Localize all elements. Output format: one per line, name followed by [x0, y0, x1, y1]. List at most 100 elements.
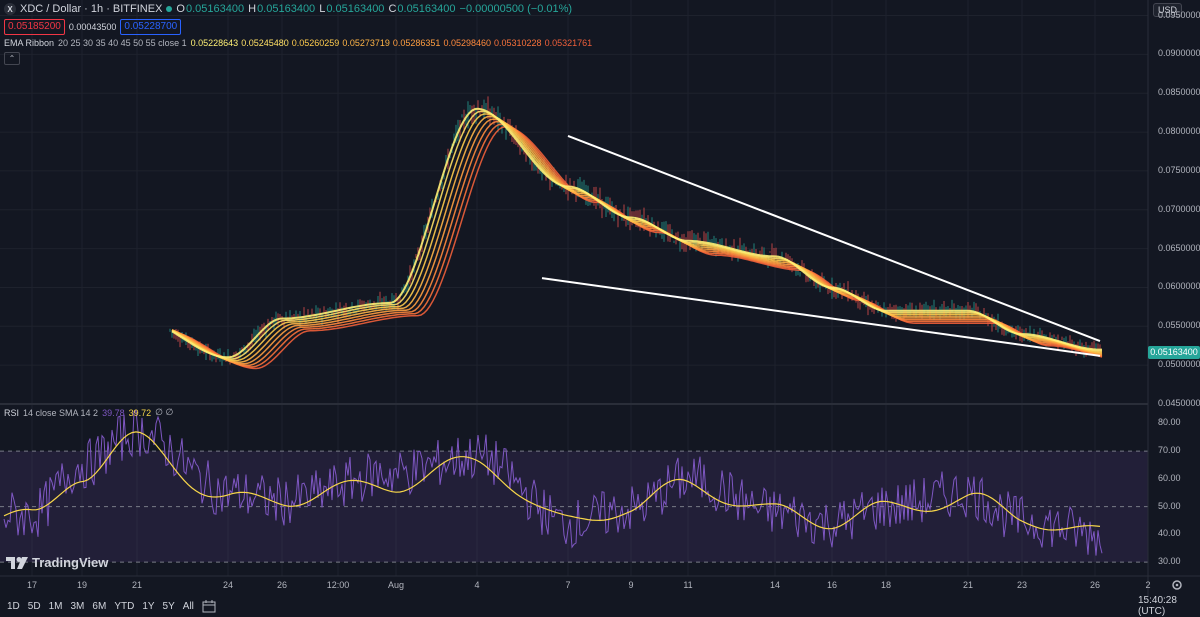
bid-ask-row: 0.05185200 0.00043500 0.05228700 [4, 19, 182, 35]
time-tick-label: 21 [962, 580, 974, 590]
time-tick-label: 4 [474, 580, 480, 590]
bottom-toolbar: 1D 5D 1M 3M 6M YTD 1Y 5Y All 15:40:28 (UTC) [0, 595, 1200, 617]
ema-ribbon-values: 0.05228643 0.05245480 0.05260259 0.05273719… [191, 38, 593, 48]
ohlc-close: 0.05163400 [397, 3, 456, 15]
time-tick-label: 16 [826, 580, 838, 590]
rsi-tick-label: 70.00 [1158, 445, 1181, 456]
ema-ribbon-line-4 [171, 115, 1103, 363]
ema-ribbon-legend[interactable]: EMA Ribbon 20 25 30 35 40 45 50 55 close… [4, 38, 592, 48]
range-button-1d[interactable]: 1D [7, 600, 20, 612]
tradingview-logo-text: TradingView [32, 555, 109, 570]
time-tick-label: 21 [131, 580, 143, 590]
rsi-tick-label: 50.00 [1158, 500, 1181, 511]
live-status-dot-icon [166, 6, 173, 12]
symbol-badge[interactable]: X [4, 3, 16, 15]
bid-price-button[interactable]: 0.05185200 [4, 19, 65, 35]
time-tick-label: 26 [1089, 580, 1101, 590]
trendline-1[interactable] [567, 135, 1101, 343]
range-buttons: 1D 5D 1M 3M 6M YTD 1Y 5Y All [3, 601, 198, 612]
time-tick-label: 19 [76, 580, 88, 590]
ema-ribbon-line-2 [171, 110, 1103, 360]
ohlc-h-label: H [248, 3, 257, 15]
collapse-legend-chevron-up-icon[interactable]: ⌃ [4, 52, 20, 65]
trendlines[interactable] [541, 135, 1101, 357]
utc-clock[interactable]: 15:40:28 (UTC) [1138, 595, 1177, 617]
time-tick-label: 26 [276, 580, 288, 590]
time-tick-label: 12:00 [326, 580, 350, 590]
ohlc-c-label: C [388, 3, 397, 15]
ema-value-2: 0.05245480 [241, 38, 289, 48]
ema-ribbon-line-1 [171, 107, 1102, 359]
ema-ribbon-params: 20 25 30 35 40 45 50 55 close 1 [58, 38, 187, 48]
range-button-ytd[interactable]: YTD [114, 600, 135, 612]
currency-button[interactable]: USD [1153, 3, 1183, 17]
ohlc-high: 0.05163400 [257, 3, 316, 15]
rsi-label: RSI [4, 407, 20, 418]
symbol-title[interactable]: XDC / Dollar · 1h · BITFINEX [20, 3, 163, 15]
rsi-sma-value: 39.72 [128, 407, 152, 418]
ema-ribbon [171, 107, 1103, 370]
rsi-tick-label: 30.00 [1158, 556, 1181, 567]
range-button-1y[interactable]: 1Y [142, 600, 155, 612]
range-button-6m[interactable]: 6M [92, 600, 107, 612]
settings-gear-icon[interactable] [1171, 579, 1183, 591]
time-tick-label: 14 [769, 580, 781, 590]
time-tick-label: 23 [1016, 580, 1028, 590]
rsi-band-fill [0, 451, 1148, 563]
range-button-3m[interactable]: 3M [70, 600, 85, 612]
ohlc-low: 0.05163400 [326, 3, 385, 15]
time-tick-label: 18 [880, 580, 892, 590]
range-button-1m[interactable]: 1M [48, 600, 63, 612]
ema-ribbon-line-5 [171, 118, 1103, 365]
rsi-value: 39.78 [102, 407, 125, 418]
range-button-all[interactable]: All [182, 600, 194, 612]
rsi-params: 14 close SMA 14 2 [23, 407, 99, 418]
ask-price-button[interactable]: 0.05228700 [120, 19, 182, 35]
ema-value-7: 0.05310228 [494, 38, 542, 48]
ema-value-6: 0.05298460 [443, 38, 492, 48]
ema-ribbon-line-3 [171, 113, 1103, 362]
ema-ribbon-label: EMA Ribbon [4, 38, 55, 48]
calendar-icon[interactable] [202, 599, 216, 613]
current-price-label: 0.05163400 [1148, 346, 1200, 360]
rsi-tick-label: 40.00 [1158, 528, 1181, 539]
rsi-sma-line [3, 431, 1101, 531]
ema-value-4: 0.05273719 [342, 38, 390, 48]
rsi-extra: ∅ ∅ [155, 407, 174, 417]
ohlc-o-label: O [176, 3, 185, 15]
ohlc-open: 0.05163400 [185, 3, 245, 15]
time-tick-label: 24 [222, 580, 234, 590]
range-button-5d[interactable]: 5D [27, 600, 41, 612]
range-button-5y[interactable]: 5Y [162, 600, 175, 612]
trendline-2[interactable] [541, 277, 1101, 357]
rsi-line [3, 410, 1103, 556]
rsi-pane [3, 410, 1103, 556]
ohlc-l-label: L [319, 3, 326, 15]
time-tick-label: 11 [683, 580, 693, 590]
time-tick-label: 17 [26, 580, 38, 590]
time-tick-label: 2 [1145, 580, 1151, 590]
rsi-legend[interactable]: RSI 14 close SMA 14 2 39.78 39.72 ∅ ∅ [4, 407, 173, 418]
ema-value-1: 0.05228643 [190, 38, 239, 48]
ohlc-change: −0.00000500 (−0.01%) [459, 3, 573, 15]
time-tick-label: 7 [565, 580, 571, 590]
rsi-tick-label: 80.00 [1158, 417, 1181, 428]
symbol-legend: X XDC / Dollar · 1h · BITFINEX O 0.051634… [4, 3, 572, 15]
time-tick-label: 9 [628, 580, 634, 590]
spread-value: 0.00043500 [68, 22, 117, 32]
tradingview-logo-icon [6, 556, 28, 569]
time-tick-label: Aug [387, 580, 405, 590]
ema-value-5: 0.05286351 [392, 38, 441, 48]
